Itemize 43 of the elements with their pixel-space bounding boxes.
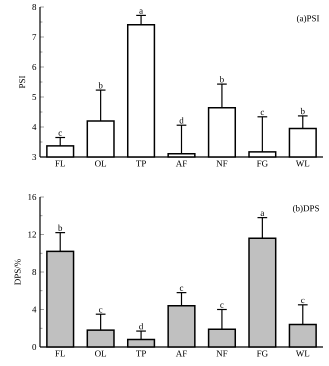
- annotation: c: [301, 298, 304, 304]
- y-tick-label: 4: [32, 124, 36, 130]
- x-tick-label: FL: [55, 350, 65, 356]
- annotation: c: [58, 132, 62, 136]
- text: (a)PSI: [296, 15, 320, 24]
- y-tick-label: 6: [32, 64, 36, 70]
- x-tick-label: FL: [55, 160, 65, 166]
- annotation: b: [58, 224, 62, 231]
- annotation: d: [180, 117, 184, 124]
- annotation: b: [220, 76, 224, 82]
- x-tick-label: AF: [176, 160, 187, 166]
- x-tick-label: TP: [136, 160, 146, 166]
- annotation: c: [180, 286, 184, 291]
- x-tick-label: AF: [176, 350, 187, 356]
- annotation: a: [260, 212, 264, 216]
- annotation: d: [139, 323, 144, 330]
- x-tick-label: WL: [296, 350, 310, 357]
- y-tick-label: 3: [32, 154, 36, 160]
- y-axis-title: DPS/%: [14, 259, 21, 285]
- annotation: c: [220, 304, 224, 308]
- x-tick-label: WL: [296, 160, 310, 167]
- y-tick-label: 16: [28, 194, 36, 200]
- annotation: b: [98, 82, 103, 88]
- y-tick-label: 5: [32, 94, 36, 100]
- x-tick-label: FG: [256, 160, 268, 167]
- y-tick-label: 12: [28, 232, 36, 238]
- annotation: c: [260, 110, 264, 116]
- annotation: c: [98, 308, 102, 313]
- x-tick-label: FG: [256, 350, 268, 357]
- y-tick-label: 8: [32, 268, 36, 276]
- y-tick-label: 7: [32, 34, 36, 40]
- x-tick-label: NF: [216, 160, 228, 166]
- annotation: a: [139, 9, 143, 14]
- y-tick-label: 0: [32, 344, 36, 350]
- y-axis-title: PSI: [19, 76, 26, 88]
- x-tick-label: NF: [216, 350, 228, 356]
- y-tick-label: 4: [32, 306, 36, 312]
- annotation: b: [300, 108, 305, 114]
- x-tick-label: OL: [95, 350, 106, 357]
- x-tick-label: TP: [136, 350, 146, 356]
- text: (b)DPS: [292, 205, 319, 214]
- x-tick-label: OL: [95, 160, 106, 167]
- y-tick-label: 8: [32, 4, 36, 10]
